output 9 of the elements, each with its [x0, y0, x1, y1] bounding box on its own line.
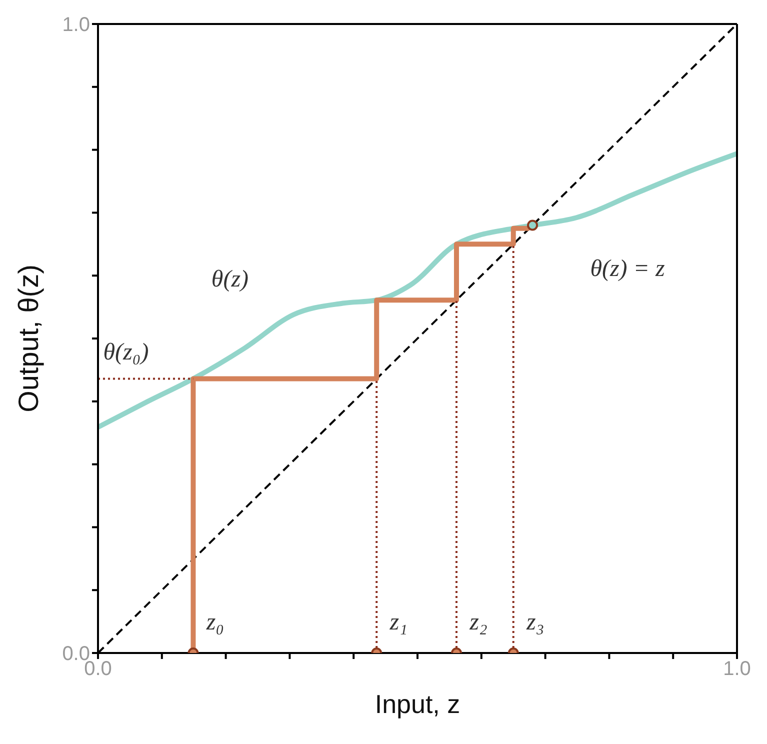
annotation: θ(z₀) — [103, 339, 149, 366]
annotation: z₃ — [526, 610, 544, 636]
annotation: θ(z) = z — [590, 256, 666, 282]
annotation: θ(z) — [211, 266, 249, 292]
y-axis-title: Output, θ(z) — [12, 264, 44, 412]
annotation: z₀ — [205, 610, 224, 636]
x-axis-title: Input, z — [374, 689, 460, 719]
annotation: z₁ — [388, 610, 408, 636]
annotation: z₂ — [468, 610, 488, 636]
